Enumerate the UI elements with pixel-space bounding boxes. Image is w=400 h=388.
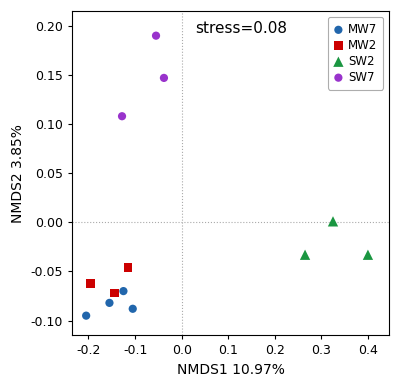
MW7 (106, 300, 113, 306)
SW2 (330, 218, 336, 224)
MW2 (88, 280, 94, 286)
SW7 (119, 113, 125, 120)
MW7 (130, 306, 136, 312)
SW2 (302, 252, 308, 258)
Legend: MW7, MW2, SW2, SW7: MW7, MW2, SW2, SW7 (328, 17, 383, 90)
SW7 (161, 75, 167, 81)
Text: stress=0.08: stress=0.08 (196, 21, 288, 36)
MW2 (111, 290, 117, 296)
MW7 (83, 313, 89, 319)
Y-axis label: NMDS2 3.85%: NMDS2 3.85% (11, 124, 25, 223)
MW7 (120, 288, 127, 294)
SW2 (365, 252, 371, 258)
X-axis label: NMDS1 10.97%: NMDS1 10.97% (177, 363, 284, 377)
MW2 (125, 264, 131, 270)
SW7 (153, 33, 159, 39)
